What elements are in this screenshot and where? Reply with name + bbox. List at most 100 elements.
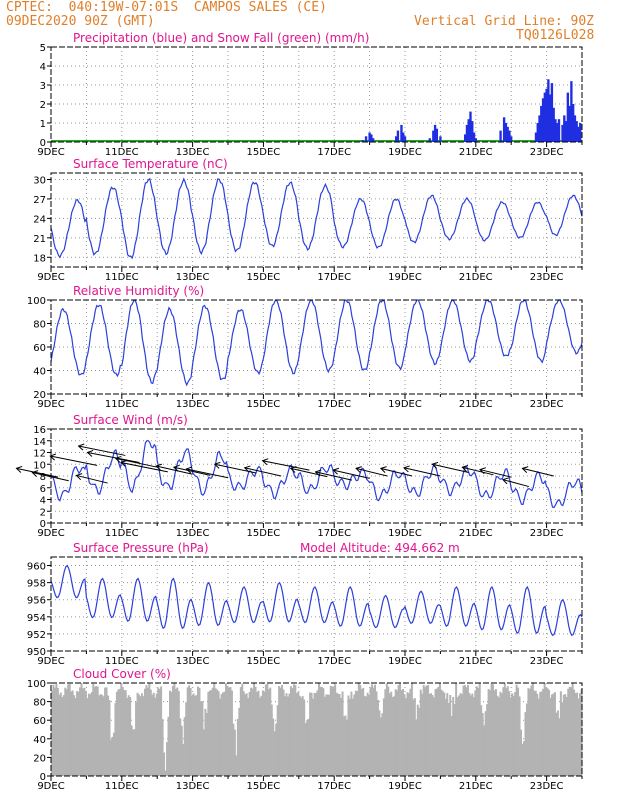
cloud-cover-bar bbox=[230, 690, 233, 776]
cloud-cover-bar bbox=[223, 691, 226, 776]
precip-bar bbox=[510, 136, 513, 142]
cloud-cover-bar bbox=[332, 686, 335, 776]
cloud-cover-bar bbox=[405, 698, 407, 776]
precip-bar bbox=[371, 138, 375, 142]
cloud-cover-bar bbox=[382, 698, 385, 776]
precip-bar bbox=[571, 104, 575, 142]
precip-bar bbox=[472, 132, 476, 142]
x-tick-label: 19DEC bbox=[388, 272, 422, 283]
x-tick-label: 15DEC bbox=[247, 528, 281, 539]
x-tick-label: 23DEC bbox=[530, 781, 564, 792]
wind-vector bbox=[50, 455, 98, 466]
x-tick-label: 9DEC bbox=[37, 147, 64, 158]
cloud-cover-bar bbox=[232, 723, 235, 776]
cloud-cover-bar bbox=[161, 719, 164, 776]
precip-bar bbox=[538, 115, 541, 142]
cloud-cover-bar bbox=[298, 695, 301, 776]
cloud-cover-bar bbox=[220, 694, 223, 776]
cloud-cover-bar bbox=[101, 694, 104, 776]
wind-vector bbox=[290, 467, 328, 478]
cloud-cover-bar bbox=[505, 688, 508, 776]
x-tick-label: 13DEC bbox=[176, 272, 210, 283]
precip-bar bbox=[394, 136, 398, 142]
precip-bar bbox=[402, 132, 405, 142]
cloud-cover-bar bbox=[385, 683, 388, 776]
cloud-cover-bar bbox=[266, 683, 269, 776]
x-tick-label: 9DEC bbox=[37, 399, 64, 410]
cloud-cover-bar bbox=[61, 696, 64, 776]
cloud-cover-bar bbox=[241, 683, 244, 776]
cloud-cover-bar bbox=[256, 691, 258, 776]
cloud-cover-bar bbox=[310, 692, 313, 776]
cloud-cover-bar bbox=[132, 729, 135, 776]
x-tick-label: 21DEC bbox=[459, 781, 493, 792]
cloud-cover-bar bbox=[459, 693, 462, 776]
cloud-cover-bar bbox=[514, 692, 517, 776]
cloud-cover-bar bbox=[68, 683, 71, 776]
cloud-cover-bar bbox=[441, 691, 444, 776]
cloud-cover-bar bbox=[450, 716, 453, 776]
cloud-cover-bar bbox=[112, 732, 115, 776]
cloud-cover-bar bbox=[576, 692, 579, 776]
cloud-cover-bar bbox=[366, 692, 369, 776]
cloud-cover-bar bbox=[294, 685, 297, 776]
panel-frame bbox=[50, 428, 583, 524]
cloud-cover-bar bbox=[502, 687, 505, 776]
cloud-cover-bar bbox=[399, 683, 402, 776]
cloud-cover-bar bbox=[197, 686, 199, 776]
wind-vector bbox=[403, 467, 441, 477]
cloud-cover-bar bbox=[264, 684, 267, 776]
cloud-cover-bar bbox=[247, 698, 250, 776]
cloud-cover-bar bbox=[295, 692, 298, 776]
cloud-cover-bar bbox=[369, 687, 372, 776]
cloud-cover-bar bbox=[285, 693, 288, 776]
wind-arrowhead bbox=[261, 458, 269, 466]
wind-vector bbox=[214, 463, 257, 474]
x-tick-label: 13DEC bbox=[176, 781, 210, 792]
x-tick-label: 15DEC bbox=[247, 147, 281, 158]
cloud-cover-bar bbox=[539, 691, 542, 776]
cloud-cover-bar bbox=[71, 690, 74, 776]
cloud-cover-bar bbox=[185, 702, 188, 776]
wind-vector bbox=[244, 467, 282, 477]
panel-frame bbox=[50, 682, 583, 777]
panel-title: Relative Humidity (%) bbox=[73, 284, 204, 298]
cloud-cover-bar bbox=[565, 697, 568, 776]
cloud-cover-bar bbox=[105, 687, 108, 776]
y-tick-label: 954 bbox=[27, 613, 46, 624]
cloud-cover-bar bbox=[359, 685, 362, 776]
wind-vector bbox=[502, 479, 530, 488]
cloud-cover-bar bbox=[443, 692, 446, 776]
x-tick-label: 17DEC bbox=[317, 147, 351, 158]
y-tick-label: 0 bbox=[40, 138, 46, 149]
precip-bar bbox=[570, 81, 573, 142]
cloud-cover-bar bbox=[402, 689, 405, 776]
precip-bar bbox=[552, 107, 555, 142]
cloud-cover-bar bbox=[102, 696, 105, 776]
precip-bar bbox=[364, 136, 368, 142]
cloud-cover-bar bbox=[455, 683, 458, 776]
cloud-cover-bar bbox=[518, 696, 521, 776]
cloud-cover-bar bbox=[157, 687, 160, 776]
precip-bar bbox=[467, 119, 470, 142]
cloud-cover-bar bbox=[301, 696, 304, 776]
wind-arrowhead bbox=[15, 465, 23, 473]
x-tick-label: 13DEC bbox=[176, 656, 210, 667]
cloud-cover-bar bbox=[499, 691, 502, 776]
cloud-cover-bar bbox=[556, 710, 559, 776]
cloud-cover-bar bbox=[214, 688, 217, 776]
cloud-cover-bar bbox=[323, 696, 326, 776]
cloud-cover-bar bbox=[126, 697, 129, 776]
cloud-cover-bar bbox=[551, 694, 553, 776]
cloud-cover-bar bbox=[257, 690, 260, 776]
cloud-cover-bar bbox=[254, 686, 257, 776]
cloud-cover-bar bbox=[225, 683, 228, 776]
precip-bar bbox=[557, 119, 561, 142]
cloud-cover-bar bbox=[496, 695, 499, 776]
cloud-cover-bar bbox=[564, 694, 567, 776]
cloud-cover-bar bbox=[362, 687, 365, 776]
cloud-cover-bar bbox=[521, 743, 524, 776]
cloud-cover-bar bbox=[412, 699, 415, 776]
cloud-cover-bar bbox=[416, 704, 419, 776]
